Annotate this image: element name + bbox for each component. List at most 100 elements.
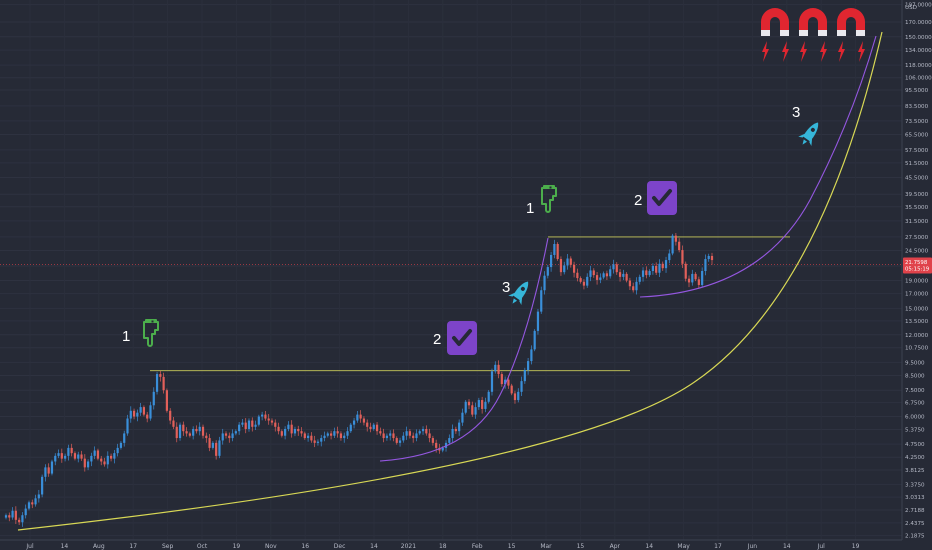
candle — [481, 396, 484, 414]
candle — [412, 432, 415, 443]
candle — [641, 267, 645, 282]
candle — [635, 277, 638, 295]
candle — [277, 422, 280, 435]
guide-lines — [0, 236, 902, 372]
candle — [218, 436, 221, 459]
lightning-icon — [858, 41, 865, 62]
candle — [60, 448, 63, 463]
candle — [126, 414, 129, 436]
parabolic-curve-main — [17, 31, 883, 531]
y-tick-label: 6.0000 — [905, 415, 925, 421]
candle — [119, 441, 123, 450]
candle — [169, 408, 172, 425]
candle — [86, 459, 90, 471]
annotation-label: 1 — [122, 328, 130, 345]
y-tick-label: 17.0000 — [905, 292, 929, 298]
x-tick-label: Feb — [472, 543, 483, 550]
last-price-value: 21.7598 — [905, 260, 928, 266]
candle — [579, 276, 582, 284]
candle — [527, 357, 530, 375]
candle — [172, 416, 175, 430]
candle — [375, 422, 379, 435]
candle — [185, 427, 188, 437]
candle — [352, 417, 356, 429]
parabolic-curve-late — [639, 35, 877, 298]
candle — [343, 432, 346, 443]
trend-curves — [17, 31, 883, 531]
candle — [648, 269, 651, 277]
candle — [389, 430, 392, 441]
y-tick-label: 73.5000 — [905, 119, 929, 125]
candle — [34, 494, 37, 507]
candle — [77, 451, 80, 463]
candle — [576, 268, 579, 282]
candle — [198, 422, 201, 436]
candle — [310, 432, 313, 443]
y-tick-label: 51.5000 — [905, 161, 929, 167]
time-axis[interactable]: Jul 14 Aug 17 Sep Oct 19 Nov 16 Dec 14 2021 18 Feb 15 M… — [0, 539, 932, 550]
x-tick-label: 14 — [783, 543, 791, 550]
candle — [106, 451, 109, 469]
candle — [418, 429, 421, 436]
y-tick-label: 57.5000 — [905, 148, 929, 154]
candle — [582, 279, 586, 290]
candle — [313, 435, 316, 448]
candle — [513, 390, 517, 404]
candle — [155, 371, 159, 395]
x-tick-label: 19 — [852, 543, 860, 550]
candle — [80, 450, 83, 461]
candle — [622, 269, 625, 281]
y-tick-label: 3.3750 — [905, 482, 925, 488]
candle — [431, 435, 434, 446]
candle — [333, 427, 336, 438]
x-tick-label: 14 — [61, 543, 69, 550]
candle — [540, 286, 543, 314]
candle — [612, 259, 615, 274]
candle — [241, 418, 244, 427]
candle — [162, 372, 165, 394]
candle — [149, 401, 152, 421]
candle — [477, 397, 480, 410]
candle — [392, 429, 395, 442]
y-tick-label: 31.5000 — [905, 219, 929, 225]
candle — [326, 431, 329, 438]
candle — [697, 276, 700, 289]
x-tick-label: 14 — [370, 543, 378, 550]
candle — [83, 454, 86, 472]
candle — [165, 388, 169, 413]
annotation-label: 2 — [433, 331, 441, 348]
candle — [356, 410, 359, 423]
candle — [638, 274, 641, 285]
candle — [704, 254, 707, 276]
price-axis[interactable]: USD 2.1875 2.4375 2.7188 3.0313 3.3750 3.8125… — [901, 0, 932, 550]
candle — [37, 489, 40, 503]
candle — [382, 428, 385, 443]
candle — [448, 434, 451, 446]
candle — [231, 429, 234, 442]
y-tick-label: 4.7500 — [905, 442, 925, 448]
magnet-icon — [761, 8, 789, 62]
y-tick-label: 15.0000 — [905, 306, 929, 312]
candle — [566, 254, 569, 270]
candle — [195, 425, 198, 434]
candle — [320, 434, 323, 447]
candle — [474, 402, 477, 419]
candle — [234, 429, 237, 436]
y-tick-label: 83.5000 — [905, 104, 929, 110]
annotation-2: 2 — [433, 321, 477, 355]
candle — [73, 451, 77, 461]
candle — [461, 408, 464, 426]
x-tick-label: Nov — [265, 543, 277, 550]
candle — [339, 431, 343, 441]
y-tick-label: 106.0000 — [905, 76, 932, 82]
candle — [129, 406, 132, 423]
candle — [517, 388, 520, 403]
annotation-3: 3 — [502, 279, 529, 305]
candle — [188, 431, 191, 438]
candle — [605, 270, 609, 280]
candle — [454, 426, 457, 434]
candle — [251, 417, 254, 432]
candle — [316, 439, 320, 446]
candle — [336, 426, 339, 438]
